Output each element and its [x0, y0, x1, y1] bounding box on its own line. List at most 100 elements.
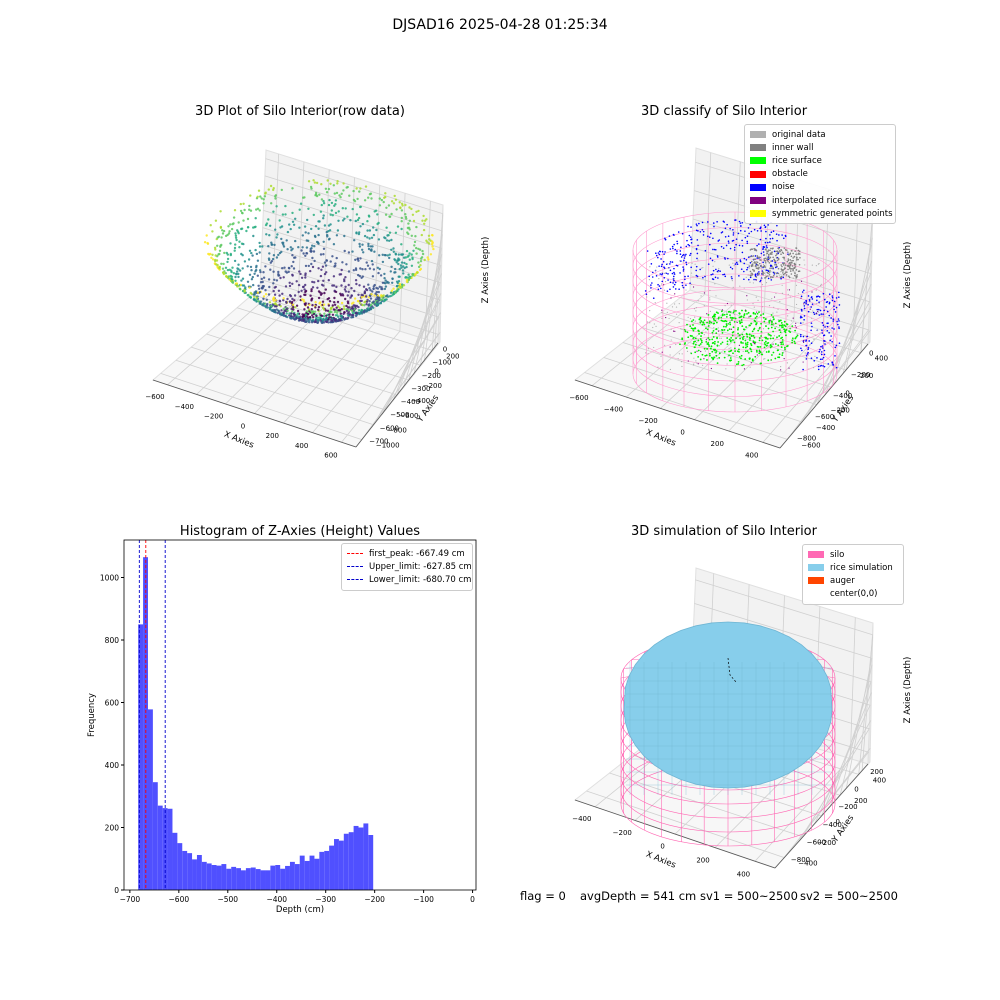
original-point	[664, 281, 667, 283]
inner-wall-point	[772, 256, 774, 259]
data-point	[304, 264, 308, 268]
data-point	[401, 283, 404, 286]
data-point	[288, 314, 291, 317]
inner-wall-point	[755, 262, 758, 265]
data-point	[430, 242, 434, 246]
inner-wall-point	[757, 268, 760, 270]
data-point	[353, 200, 357, 203]
inner-wall-point	[783, 262, 785, 265]
data-point	[369, 289, 372, 292]
x-tick-label: 0	[680, 429, 684, 437]
data-point	[261, 280, 264, 284]
rice-point	[740, 321, 743, 324]
y-gridline	[191, 346, 386, 411]
data-point	[394, 271, 397, 274]
rice-point	[749, 315, 752, 318]
data-point	[401, 253, 404, 256]
data-point	[313, 181, 317, 184]
noise-point	[800, 295, 803, 298]
rice-point	[746, 341, 749, 344]
data-point	[234, 236, 238, 239]
data-point	[363, 301, 366, 304]
inner-wall-point	[755, 276, 758, 278]
interpolated-point	[803, 339, 805, 341]
noise-point	[712, 278, 715, 281]
original-point	[797, 292, 799, 295]
rice-point	[754, 313, 757, 315]
data-point	[294, 217, 297, 220]
data-point	[245, 229, 248, 233]
data-point	[361, 268, 364, 271]
noise-point	[739, 222, 742, 224]
data-point	[270, 241, 273, 244]
data-point	[415, 210, 418, 213]
data-point	[222, 271, 225, 274]
data-point	[314, 319, 317, 322]
original-point	[678, 322, 680, 324]
rice-point	[708, 322, 711, 324]
noise-point	[826, 325, 829, 328]
data-point	[246, 265, 249, 268]
original-point	[646, 296, 648, 298]
interpolated-point	[674, 330, 676, 332]
noise-point	[690, 238, 693, 240]
data-point	[357, 273, 360, 277]
inner-wall-point	[751, 274, 753, 276]
data-point	[328, 300, 332, 303]
data-point	[397, 253, 400, 256]
inner-wall-point	[767, 257, 769, 260]
rice-point	[772, 337, 775, 340]
histogram-bar	[167, 808, 173, 890]
inner-wall-point	[754, 248, 757, 251]
noise-point	[689, 236, 692, 238]
rice-point	[738, 312, 741, 315]
rice-point	[687, 336, 690, 339]
noise-point	[719, 270, 721, 272]
noise-point	[770, 231, 773, 234]
x-tick-label: 400	[295, 442, 308, 450]
data-point	[246, 294, 249, 297]
rice-point	[721, 331, 724, 334]
data-point	[333, 310, 337, 314]
interpolated-point	[752, 341, 754, 344]
data-point	[243, 208, 246, 212]
data-point	[367, 196, 370, 199]
rice-point	[752, 312, 755, 315]
original-point	[784, 350, 787, 352]
rice-point	[726, 343, 729, 346]
inner-wall-point	[767, 249, 770, 251]
noise-point	[713, 248, 716, 251]
inner-wall-point	[749, 270, 752, 273]
data-point	[306, 306, 310, 309]
rice-point	[796, 334, 799, 337]
x-tick-label: −200	[613, 829, 632, 837]
data-point	[365, 261, 368, 264]
data-point	[339, 196, 342, 199]
noise-point	[803, 315, 806, 317]
data-point	[390, 248, 393, 251]
inner-wall-point	[762, 271, 764, 273]
rice-point	[712, 329, 715, 332]
rice-point	[723, 328, 726, 331]
interpolated-point	[696, 350, 698, 352]
noise-point	[695, 274, 698, 277]
original-point	[691, 262, 693, 264]
original-point	[681, 353, 683, 355]
rice-point	[754, 355, 757, 358]
noise-point	[695, 248, 698, 251]
original-point	[784, 266, 786, 268]
inner-wall-point	[764, 248, 767, 251]
data-point	[393, 194, 396, 198]
rice-point	[709, 347, 712, 350]
data-point	[319, 319, 322, 322]
histogram-bar	[152, 782, 158, 890]
noise-point	[803, 305, 806, 307]
rice-point	[786, 323, 789, 326]
classified-points	[632, 211, 841, 413]
rice-point	[782, 326, 784, 328]
noise-point	[746, 266, 749, 269]
data-point	[288, 284, 292, 288]
original-point	[783, 351, 785, 353]
noise-point	[838, 296, 840, 298]
data-point	[248, 249, 252, 252]
